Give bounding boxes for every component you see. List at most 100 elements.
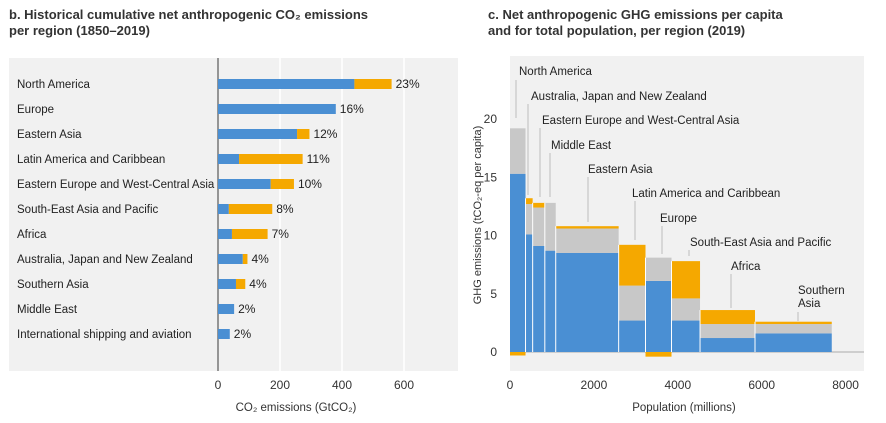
- bar-blue-europe: [218, 104, 336, 114]
- bar-orange-eastern-asia: [555, 226, 619, 229]
- bar-gray-eastern-asia: [555, 228, 619, 253]
- panel-c-title-line2: and for total population, per region (20…: [488, 23, 746, 38]
- bar-orange-south-east-asia-and-pacific: [671, 261, 701, 299]
- bar-blue-eastern-europe-and-west-central-asia: [532, 245, 545, 352]
- category-label-africa: Africa: [17, 229, 47, 241]
- panel-c-title-line1: c. Net anthropogenic GHG emissions per c…: [488, 7, 783, 22]
- bar-blue-north-america: [218, 79, 355, 89]
- y-axis-label-c: GHG emissions (tCO₂-eq per capita): [472, 126, 484, 305]
- bar-gray-southern-asia: [754, 324, 832, 334]
- y-tick-label-c: 5: [490, 287, 497, 301]
- bar-blue-international-shipping-and-aviation: [218, 329, 230, 339]
- data-label-eastern-europe-and-west-central-asia: 10%: [298, 177, 322, 191]
- category-label-south-east-asia-and-pacific: South-East Asia and Pacific: [17, 204, 159, 216]
- data-label-south-east-asia-and-pacific: 8%: [276, 202, 294, 216]
- bar-blue-latin-america-and-caribbean: [618, 320, 646, 352]
- bar-orange-north-america: [354, 79, 392, 89]
- bar-orange-eastern-europe-and-west-central-asia: [270, 179, 294, 189]
- bar-blue-eastern-asia: [555, 252, 619, 352]
- category-label-middle-east: Middle East: [17, 304, 78, 316]
- panel-b-title-line1: b. Historical cumulative net anthropogen…: [9, 7, 369, 22]
- bar-blue-australia-japan-and-new-zealand: [525, 234, 533, 352]
- region-label-africa: Africa: [731, 261, 761, 273]
- bar-blue-south-east-asia-and-pacific: [671, 320, 701, 352]
- x-tick-label-b: 200: [270, 378, 290, 392]
- bar-blue-australia-japan-and-new-zealand: [218, 254, 243, 264]
- bar-orange-southern-asia: [754, 321, 832, 325]
- category-label-australia-japan-and-new-zealand: Australia, Japan and New Zealand: [17, 254, 193, 266]
- data-label-international-shipping-and-aviation: 2%: [234, 327, 252, 341]
- bar-gray-africa: [700, 324, 755, 339]
- region-label-north-america: North America: [519, 66, 592, 78]
- bar-blue-south-east-asia-and-pacific: [218, 204, 229, 214]
- bar-orange-eastern-europe-and-west-central-asia: [532, 202, 545, 208]
- bar-orange-africa: [700, 310, 755, 325]
- y-tick-label-c: 0: [490, 345, 497, 359]
- bar-gray-europe: [645, 257, 672, 281]
- region-label-latin-america-and-caribbean: Latin America and Caribbean: [632, 188, 780, 200]
- x-tick-label-b: 400: [332, 378, 352, 392]
- bar-orange-australia-japan-and-new-zealand: [242, 254, 248, 264]
- bar-blue-southern-asia: [754, 333, 832, 352]
- bar-orange-southern-asia: [235, 279, 246, 289]
- bar-blue-southern-asia: [218, 279, 236, 289]
- bar-blue-north-america: [510, 173, 526, 352]
- category-label-europe: Europe: [17, 104, 54, 116]
- region-label-south-east-asia-and-pacific: South-East Asia and Pacific: [690, 237, 832, 249]
- y-tick-label-c: 15: [484, 170, 498, 184]
- data-label-australia-japan-and-new-zealand: 4%: [251, 252, 269, 266]
- region-label-middle-east: Middle East: [551, 140, 612, 152]
- data-label-southern-asia: 4%: [249, 277, 267, 291]
- x-tick-label-b: 600: [394, 378, 414, 392]
- region-label-eastern-europe-and-west-central-asia: Eastern Europe and West-Central Asia: [542, 115, 740, 127]
- x-axis-label-b: CO₂ emissions (GtCO₂): [236, 402, 357, 414]
- bar-orange-australia-japan-and-new-zealand: [525, 198, 533, 205]
- bar-gray-eastern-europe-and-west-central-asia: [532, 207, 545, 246]
- data-label-north-america: 23%: [396, 77, 420, 91]
- bar-orange-africa: [231, 229, 268, 239]
- x-tick-label-b: 0: [215, 378, 222, 392]
- bar-orange-neg-europe: [645, 352, 672, 357]
- data-label-latin-america-and-caribbean: 11%: [307, 152, 330, 166]
- x-tick-label-c: 0: [507, 378, 514, 392]
- category-label-latin-america-and-caribbean: Latin America and Caribbean: [17, 154, 165, 166]
- bar-orange-south-east-asia-and-pacific: [228, 204, 273, 214]
- region-label-australia-japan-and-new-zealand: Australia, Japan and New Zealand: [531, 91, 707, 103]
- bar-blue-eastern-europe-and-west-central-asia: [218, 179, 271, 189]
- bar-blue-middle-east: [218, 304, 235, 314]
- category-label-eastern-europe-and-west-central-asia: Eastern Europe and West-Central Asia: [17, 179, 215, 191]
- region-label-eastern-asia: Eastern Asia: [588, 164, 653, 176]
- category-label-international-shipping-and-aviation: International shipping and aviation: [17, 329, 192, 341]
- x-tick-label-c: 6000: [748, 378, 775, 392]
- x-tick-label-c: 4000: [664, 378, 691, 392]
- data-label-eastern-asia: 12%: [313, 127, 337, 141]
- bar-gray-middle-east: [544, 202, 556, 251]
- bar-orange-latin-america-and-caribbean: [618, 244, 646, 286]
- data-label-europe: 16%: [340, 102, 364, 116]
- bar-blue-europe: [645, 280, 672, 352]
- bar-gray-south-east-asia-and-pacific: [671, 298, 701, 321]
- bar-orange-latin-america-and-caribbean: [239, 154, 303, 164]
- bar-orange-eastern-asia: [297, 129, 310, 139]
- region-label-europe: Europe: [660, 213, 697, 225]
- bar-blue-latin-america-and-caribbean: [218, 154, 240, 164]
- category-label-eastern-asia: Eastern Asia: [17, 129, 82, 141]
- bar-blue-africa: [700, 338, 755, 352]
- data-label-africa: 7%: [272, 227, 290, 241]
- panel-b-title-line2: per region (1850–2019): [9, 23, 150, 38]
- bar-gray-australia-japan-and-new-zealand: [525, 204, 533, 235]
- bar-blue-middle-east: [544, 250, 556, 352]
- y-tick-label-c: 10: [484, 229, 498, 243]
- bar-blue-eastern-asia: [218, 129, 298, 139]
- y-tick-label-c: 20: [484, 112, 498, 126]
- bar-gray-north-america: [510, 128, 526, 174]
- x-axis-label-c: Population (millions): [632, 402, 736, 414]
- bar-gray-latin-america-and-caribbean: [618, 285, 646, 321]
- data-label-middle-east: 2%: [238, 302, 256, 316]
- panel-b-title: b. Historical cumulative net anthropogen…: [9, 7, 368, 39]
- category-label-north-america: North America: [17, 79, 90, 91]
- x-tick-label-c: 2000: [581, 378, 608, 392]
- bar-blue-africa: [218, 229, 232, 239]
